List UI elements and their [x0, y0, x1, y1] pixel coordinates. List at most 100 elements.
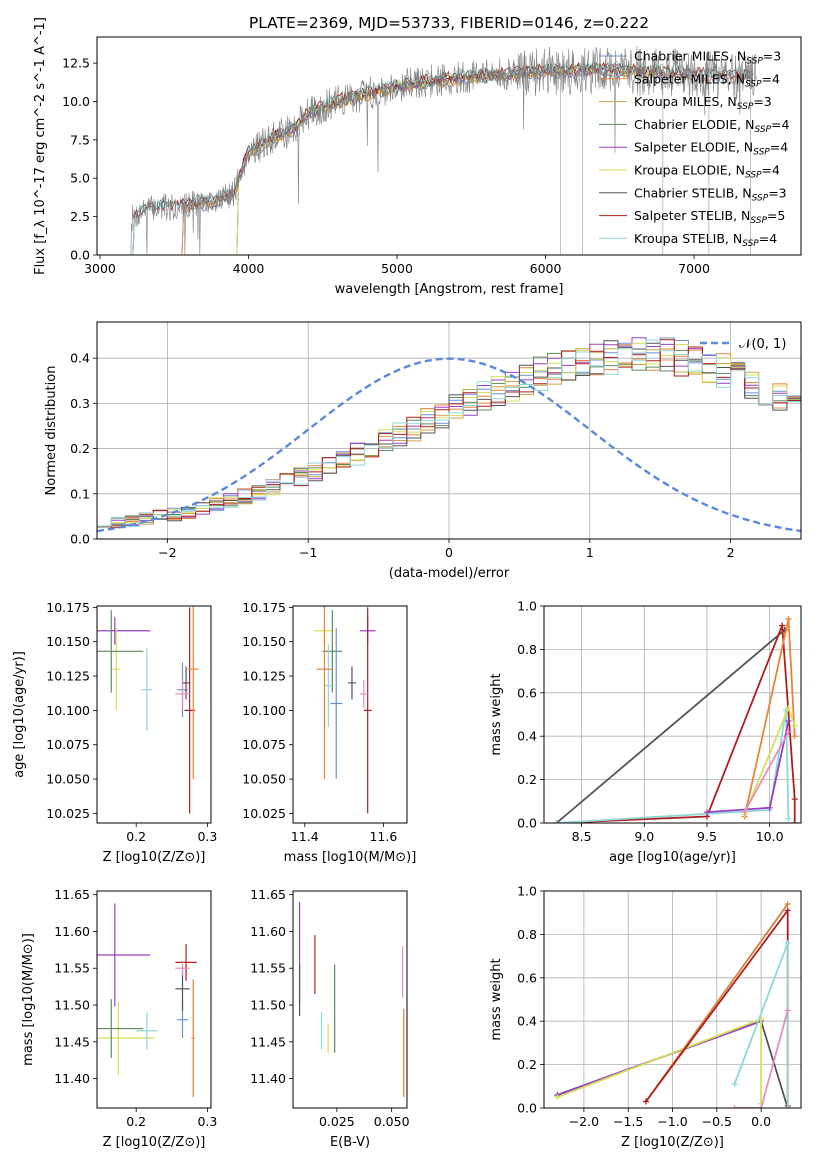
legend-label: Salpeter STELIB, NSSP=5	[634, 208, 785, 226]
legend-label: Chabrier STELIB, NSSP=3	[634, 185, 787, 203]
errorbar-point	[141, 648, 153, 731]
residual-histogram-step	[97, 344, 801, 539]
axes-Z_vs_age: 0.2 0.3 10.025 10.050 10.075 10.100 10.125 10.1…	[12, 600, 217, 865]
figure-title: PLATE=2369, MJD=53733, FIBERID=0146, z=0…	[249, 14, 649, 32]
y-tick-label: 0.0	[517, 1101, 537, 1116]
x-tick-label: 0.3	[197, 829, 217, 844]
y-tick-label: 0.2	[70, 441, 90, 456]
x-tick-label: −1.5	[613, 1114, 643, 1129]
x-tick-label: 0	[445, 545, 453, 560]
y-tick-label: 0.1	[70, 486, 90, 501]
y-tick-label: 11.55	[54, 961, 90, 976]
x-axis-label: E(B-V)	[330, 1135, 370, 1150]
x-tick-label: 4000	[233, 261, 265, 276]
normal-legend-label: 𝒩(0, 1)	[739, 337, 786, 352]
legend-label: Salpeter ELODIE, NSSP=4	[634, 140, 788, 158]
plot-layer: 3000 4000 5000 6000 70000.02.55.07.510.012.5…	[12, 17, 802, 1150]
legend-subscript: SSP	[754, 125, 771, 135]
errorbar-point	[112, 627, 120, 711]
x-tick-label: 0.0	[751, 1114, 771, 1129]
weight-marker	[785, 704, 792, 711]
weight-lines-Z_vs_weight	[554, 901, 791, 1108]
errorbar-point	[191, 979, 195, 1097]
legend-subscript: SSP	[745, 171, 762, 181]
x-tick-label: 9.5	[697, 829, 717, 844]
y-tick-label: 11.50	[54, 998, 90, 1013]
y-tick-label: 10.100	[242, 703, 286, 718]
weight-marker	[784, 907, 791, 914]
weight-line	[734, 1010, 789, 1108]
y-tick-label: 11.50	[250, 998, 286, 1013]
x-tick-label: −2.0	[569, 1114, 599, 1129]
x-axis-label: Z [log10(Z/Z⊙)]	[621, 1135, 724, 1150]
weight-marker	[784, 1105, 791, 1108]
y-tick-label: 0.4	[517, 1014, 537, 1029]
y-tick-label: 0.2	[517, 772, 537, 787]
x-tick-label: 3000	[84, 261, 116, 276]
axes-frame	[543, 890, 802, 1109]
y-tick-label: 10.0	[62, 94, 90, 109]
weight-marker	[785, 815, 792, 822]
data-spectrum-line	[129, 46, 757, 255]
y-tick-label: 11.60	[250, 924, 286, 939]
errorbar-point	[359, 680, 368, 708]
legend-value: =3	[763, 49, 781, 64]
errorbar-point	[97, 999, 144, 1058]
x-axis-label: Z [log10(Z/Z⊙)]	[103, 1135, 206, 1150]
y-tick-label: 11.65	[54, 887, 90, 902]
y-tick-label: 10.125	[46, 669, 90, 684]
axes-Z_vs_weight: −2.0 −1.5 −1.0 −0.5 0.0 0.0 0.2 0.4 0.6 0.8 1.0 Z […	[489, 884, 802, 1150]
spectrum-legend: Chabrier MILES, NSSP=3 Salpeter MILES, NS…	[599, 49, 789, 249]
errorbar-point	[97, 1001, 154, 1075]
x-tick-label: −1	[299, 545, 317, 560]
weight-lines-age_vs_weight	[553, 616, 798, 823]
x-tick-label: 7000	[678, 261, 710, 276]
errorbar-point	[322, 610, 343, 693]
weight-marker	[642, 1098, 649, 1105]
weight-marker	[785, 718, 792, 725]
weight-marker	[785, 616, 792, 623]
axes-frame	[292, 890, 408, 1109]
y-tick-label: 10.075	[46, 737, 90, 752]
x-tick-label: 9.0	[634, 829, 654, 844]
errorbars-ebv_vs_mass	[298, 902, 405, 1097]
model-line	[235, 63, 663, 255]
model-line	[131, 62, 754, 255]
y-tick-label: 0.6	[517, 970, 537, 985]
legend-value: =3	[753, 94, 771, 109]
x-tick-label: 0.2	[126, 1114, 146, 1129]
legend-subscript: SSP	[737, 102, 754, 112]
weight-marker	[791, 733, 798, 740]
model-line	[131, 60, 754, 255]
y-tick-label: 0.6	[517, 685, 537, 700]
y-tick-label: 11.55	[250, 961, 286, 976]
y-tick-label: 10.075	[242, 737, 286, 752]
y-tick-label: 10.100	[46, 703, 90, 718]
weight-line	[555, 629, 786, 823]
y-axis-label: mass [log10(M/M⊙)]	[21, 933, 36, 1066]
x-tick-label: 10.0	[756, 829, 784, 844]
residual-histogram-step	[97, 348, 801, 539]
x-axis-label: Z [log10(Z/Z⊙)]	[103, 850, 206, 865]
y-tick-label: 10.025	[242, 806, 286, 821]
y-tick-label: 0.4	[517, 729, 537, 744]
x-tick-label: −0.5	[702, 1114, 732, 1129]
y-tick-label: 1.0	[517, 884, 537, 899]
x-tick-label: −1.0	[657, 1114, 687, 1129]
x-axis-label: mass [log10(M/M⊙)]	[284, 850, 417, 865]
axes-frame	[292, 605, 408, 824]
y-axis-label: Flux [f_λ 10^-17 erg cm^-2 s^-1 A^-1]	[33, 17, 48, 275]
errorbar-point	[97, 903, 151, 1007]
weight-marker	[791, 820, 798, 823]
model-line	[235, 63, 664, 255]
y-tick-label: 11.65	[250, 887, 286, 902]
legend-label: Chabrier ELODIE, NSSP=4	[634, 117, 789, 135]
x-tick-label: 0.050	[374, 1114, 410, 1129]
x-tick-label: 0.2	[126, 829, 146, 844]
weight-marker	[784, 901, 791, 908]
legend-value: =3	[768, 185, 786, 200]
errorbar-point	[175, 960, 190, 976]
legend-label: Chabrier MILES, NSSP=3	[634, 49, 781, 67]
y-axis-label: mass weight	[489, 673, 504, 755]
weight-marker	[784, 940, 791, 947]
